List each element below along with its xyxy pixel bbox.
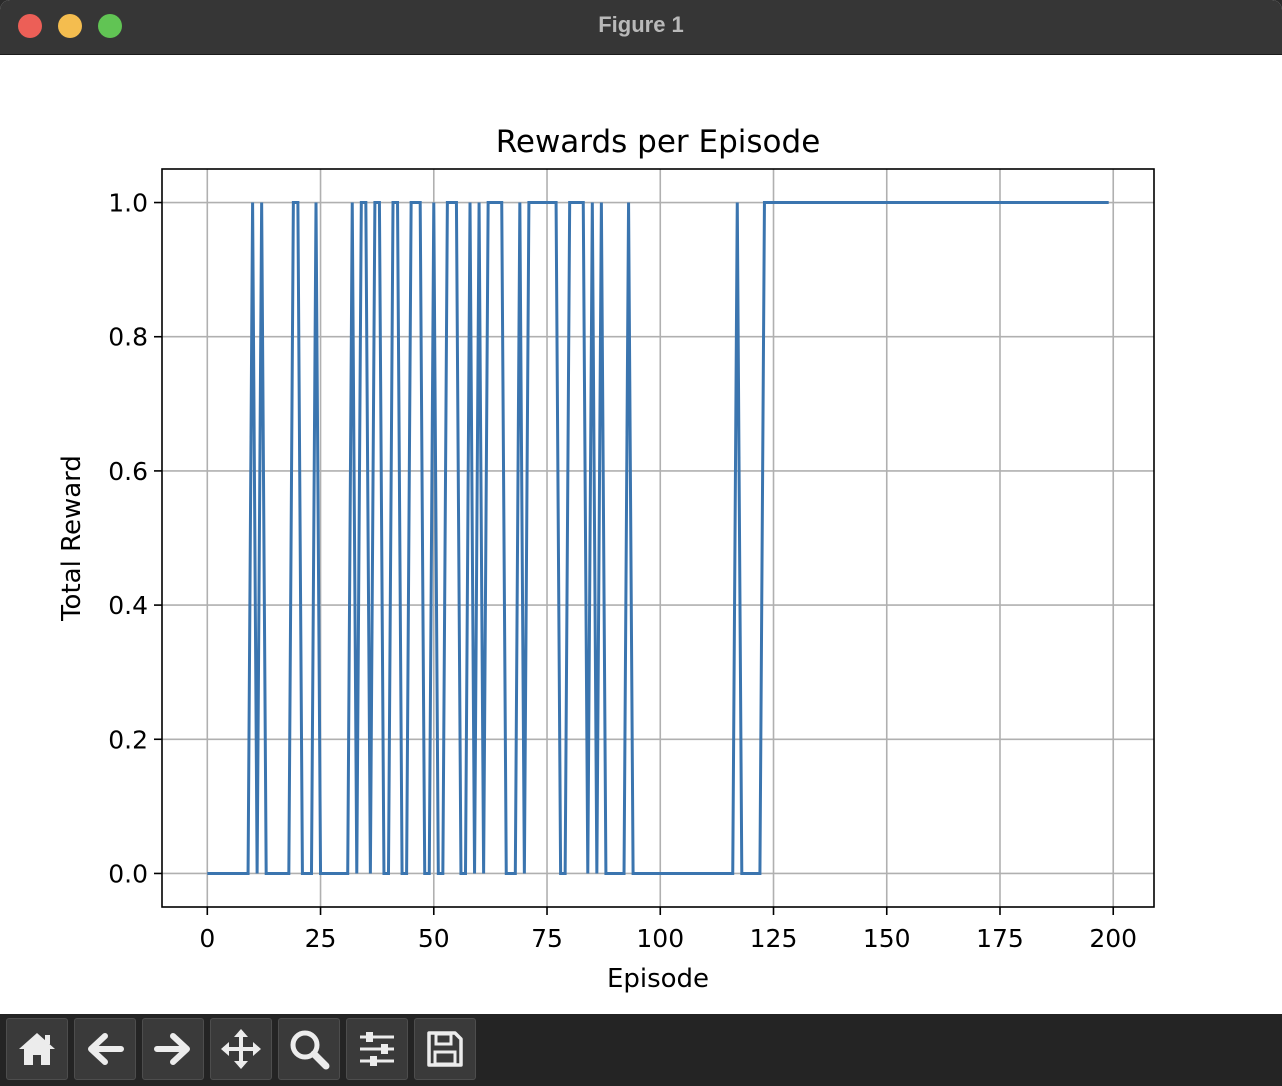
home-button[interactable]	[6, 1018, 68, 1080]
y-tick-label: 0.8	[108, 323, 148, 352]
y-tick-label: 0.0	[108, 859, 148, 888]
axes-frame	[161, 168, 1155, 908]
minimize-window-button[interactable]	[58, 14, 82, 38]
x-tick-label: 50	[418, 924, 450, 953]
y-tick-label: 0.6	[108, 457, 148, 486]
x-tick-label: 25	[305, 924, 337, 953]
close-window-button[interactable]	[18, 14, 42, 38]
floppy-disk-icon	[427, 1031, 463, 1067]
x-tick-label: 200	[1089, 924, 1137, 953]
x-tick-label: 0	[199, 924, 215, 953]
save-button[interactable]	[414, 1018, 476, 1080]
window-title: Figure 1	[598, 12, 684, 37]
pan-button[interactable]	[210, 1018, 272, 1080]
y-axis-label: Total Reward	[57, 455, 87, 622]
x-tick-label: 100	[636, 924, 684, 953]
zoom-button[interactable]	[278, 1018, 340, 1080]
title-bar[interactable]: Figure 1	[0, 0, 1282, 55]
back-button[interactable]	[74, 1018, 136, 1080]
x-tick-label: 125	[750, 924, 798, 953]
series-line	[207, 201, 1109, 875]
magnifier-icon	[290, 1030, 330, 1070]
rewards-line-chart[interactable]: 0 25 50 75 100 125 150 175 200 0.0 0.2 0.4 0.6 0.8 1.0…	[2, 55, 1280, 1014]
x-tick-label: 75	[531, 924, 563, 953]
x-axis-label: Episode	[607, 964, 709, 994]
navigation-toolbar	[0, 1014, 1282, 1086]
arrow-left-icon	[88, 1033, 124, 1065]
sliders-icon	[360, 1032, 394, 1066]
x-tick-label: 150	[863, 924, 911, 953]
forward-button[interactable]	[142, 1018, 204, 1080]
arrow-right-icon	[154, 1033, 190, 1065]
y-tick-label: 1.0	[108, 189, 148, 218]
home-icon	[19, 1033, 55, 1065]
figure-canvas[interactable]: 0 25 50 75 100 125 150 175 200 0.0 0.2 0.4 0.6 0.8 1.0…	[2, 55, 1280, 1014]
chart-title: Rewards per Episode	[496, 124, 821, 160]
y-tick-label: 0.2	[108, 725, 148, 754]
configure-subplots-button[interactable]	[346, 1018, 408, 1080]
ticks: 0 25 50 75 100 125 150 175 200 0.0 0.2 0.4 0.6 0.8 1.0	[108, 189, 1137, 953]
y-tick-label: 0.4	[108, 591, 148, 620]
x-tick-label: 175	[976, 924, 1024, 953]
move-icon	[221, 1029, 261, 1069]
maximize-window-button[interactable]	[98, 14, 122, 38]
